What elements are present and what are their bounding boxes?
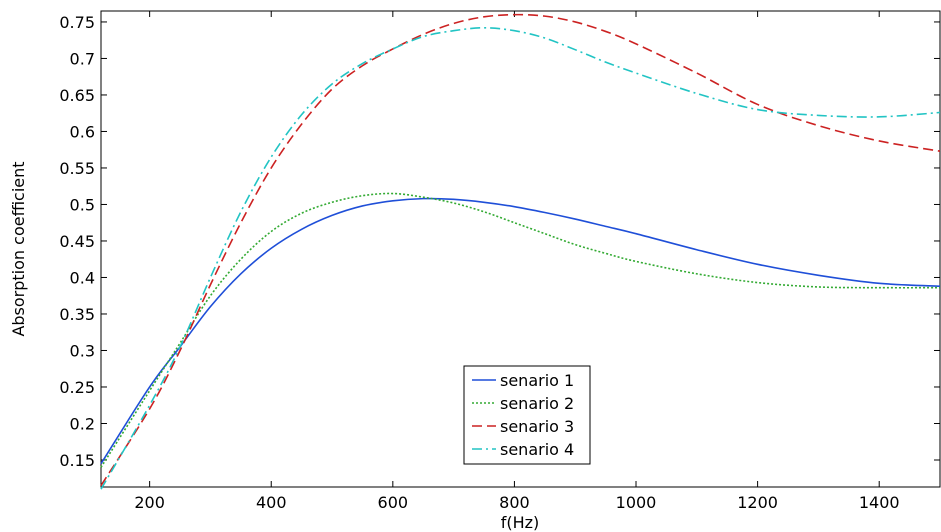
x-axis-title: f(Hz) <box>501 513 540 532</box>
x-tick-label: 1400 <box>859 493 900 512</box>
x-tick-label: 400 <box>256 493 287 512</box>
y-tick-label: 0.2 <box>70 414 95 433</box>
legend-label-2: senario 2 <box>500 394 574 413</box>
y-tick-label: 0.3 <box>70 341 95 360</box>
legend-label-3: senario 3 <box>500 417 574 436</box>
x-tick-label: 200 <box>134 493 165 512</box>
series-lines <box>100 13 941 490</box>
y-tick-label: 0.65 <box>59 86 95 105</box>
legend-label-1: senario 1 <box>500 371 574 390</box>
y-tick-label: 0.35 <box>59 305 95 324</box>
series-line-4 <box>100 26 941 490</box>
y-tick-label: 0.5 <box>70 195 95 214</box>
x-tick-label: 1000 <box>616 493 657 512</box>
legend-label-4: senario 4 <box>500 440 574 459</box>
y-tick-label: 0.45 <box>59 232 95 251</box>
series-line-1 <box>100 197 941 465</box>
y-tick-label: 0.4 <box>70 268 95 287</box>
x-axis-ticks: 200 400 600 800 1000 1200 1400 <box>134 11 900 512</box>
y-tick-label: 0.15 <box>59 451 95 470</box>
legend: senario 1 senario 2 senario 3 senario 4 <box>463 365 591 465</box>
y-tick-label: 0.55 <box>59 159 95 178</box>
y-tick-label: 0.25 <box>59 378 95 397</box>
series-line-3 <box>100 13 941 486</box>
legend-box <box>463 365 591 465</box>
x-tick-label: 800 <box>499 493 530 512</box>
x-tick-label: 1200 <box>737 493 778 512</box>
y-axis-title: Absorption coefficient <box>9 161 28 336</box>
y-tick-label: 0.6 <box>70 122 95 141</box>
series-line-2 <box>100 192 941 468</box>
x-tick-label: 600 <box>378 493 409 512</box>
y-tick-label: 0.75 <box>59 13 95 32</box>
y-axis-ticks: 0.15 0.2 0.25 0.3 0.35 0.4 0.45 0.5 0.55 0.6 0.65 0… <box>59 13 940 470</box>
y-tick-label: 0.7 <box>70 49 95 68</box>
